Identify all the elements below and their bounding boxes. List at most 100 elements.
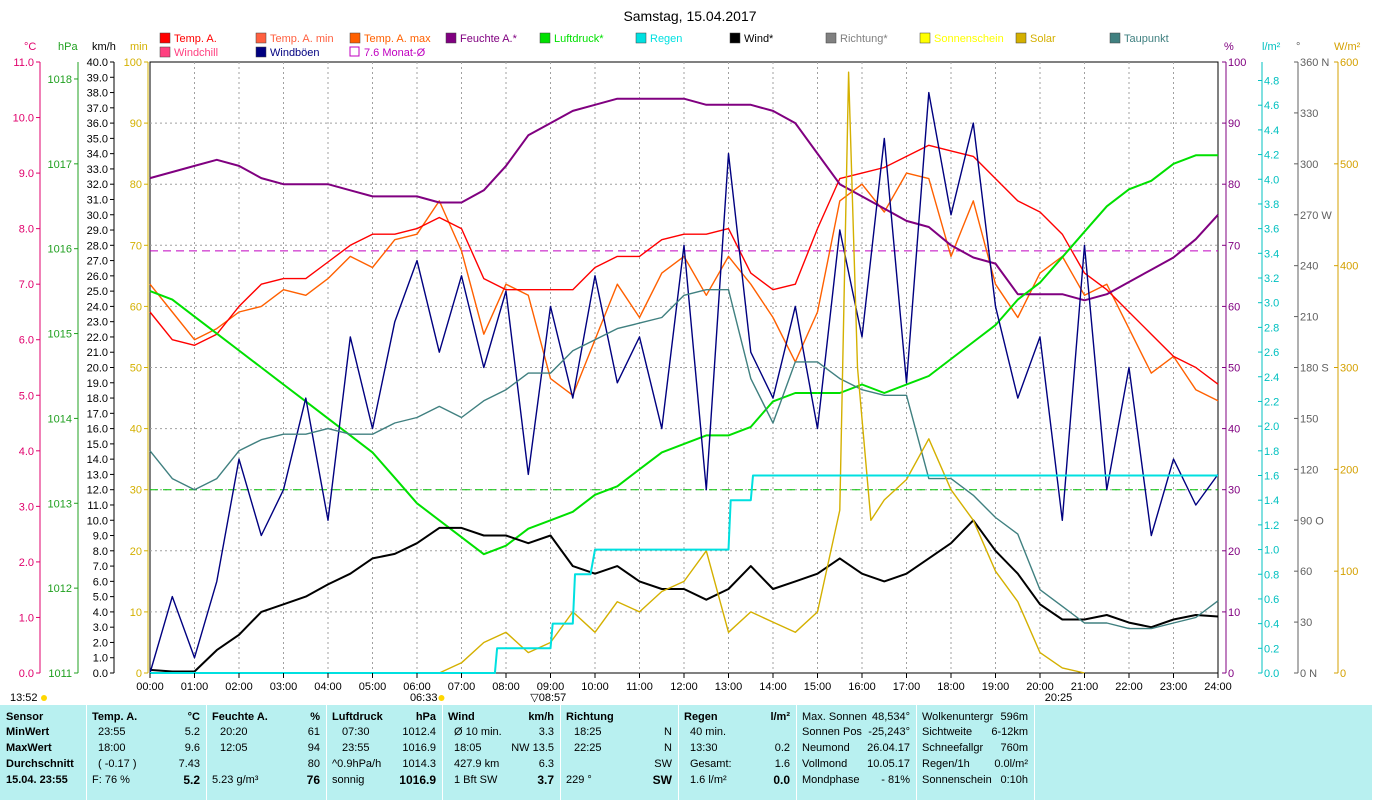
axis-tick-rain: 1.0	[1264, 545, 1279, 557]
series-line-luftdruck	[149, 154, 1218, 556]
axis-tick-temp: 1.0	[19, 612, 34, 624]
moonphase-value: - 81%	[881, 774, 910, 786]
direction-max-time: 22:25	[574, 742, 602, 754]
stats-pressure-col: Luftdruck hPa 07:30 1012.4 23:55 1016.9 ^0.…	[326, 705, 443, 800]
axis-tick-temp: 8.0	[19, 224, 34, 236]
axis-tick-wind: 35.0	[87, 133, 108, 145]
axis-tick-min: 40	[130, 424, 142, 436]
legend-swatch	[919, 32, 931, 44]
axis-tick-wind: 40.0	[87, 57, 108, 69]
axis-tick-rain: 4.4	[1264, 125, 1279, 137]
legend-swatch	[635, 32, 647, 44]
stats-wind-col: Wind km/h Ø 10 min. 3.3 18:05 NW 13.5 427.9…	[442, 705, 561, 800]
cloudbase-label: Wolkenuntergr	[922, 711, 994, 723]
axis-tick-rain: 2.2	[1264, 396, 1279, 408]
sunshine-value: 0:10h	[1000, 774, 1028, 786]
data-series	[149, 71, 1219, 674]
wind-header: Wind	[448, 711, 475, 723]
axis-tick-min: 20	[130, 546, 142, 558]
axis-tick-wind: 5.0	[93, 592, 108, 604]
axis-tick-wind: 17.0	[87, 408, 108, 420]
axis-tick-min: 60	[130, 301, 142, 313]
humidity-max-time: 12:05	[220, 742, 248, 754]
axis-unit-dir: °	[1296, 41, 1300, 53]
axis-tick-wind: 6.0	[93, 576, 108, 588]
axis-tick-wind: 20.0	[87, 363, 108, 375]
pressure-avg-value: 1014.3	[402, 758, 436, 770]
axis-tick-rain: 4.6	[1264, 100, 1279, 112]
stats-rain-col: Regen l/m² 40 min. 13:30 0.2 Gesamt: 1.6 1.…	[678, 705, 797, 800]
x-tick-label: 00:00	[136, 681, 164, 693]
axis-tick-wind: 1.0	[93, 653, 108, 665]
marker-sunrise-time: 06:33	[410, 692, 438, 704]
direction-min-time: 18:25	[574, 726, 602, 738]
humidity-min-time: 20:20	[220, 726, 248, 738]
axis-tick-min: 70	[130, 240, 142, 252]
legend-swatch	[445, 32, 457, 44]
humidity-min-value: 61	[307, 726, 320, 738]
axis-tick-min: 0	[136, 668, 142, 680]
axis-tick-wind: 7.0	[93, 561, 108, 573]
temp-unit: °C	[187, 711, 200, 723]
legend-label: Temp. A. min	[270, 33, 334, 45]
series-line-solar	[439, 71, 1085, 674]
series-line-regen	[150, 474, 1218, 674]
rain1h-label: Regen/1h	[922, 758, 970, 770]
axis-tick-humidity: 0	[1228, 668, 1234, 680]
axis-tick-wind: 3.0	[93, 622, 108, 634]
rain-total-value: 1.6	[774, 758, 790, 770]
axis-tick-rain: 1.2	[1264, 520, 1279, 532]
axis-tick-temp: 5.0	[19, 390, 34, 402]
sensor-current-label: 15.04. 23:55	[6, 774, 68, 786]
axis-tick-wind: 2.0	[93, 637, 108, 649]
axis-tick-pressure: 1017	[48, 159, 72, 171]
axis-tick-wind: 25.0	[87, 286, 108, 298]
axis-tick-min: 30	[130, 485, 142, 497]
axis-tick-wind: 10.0	[87, 515, 108, 527]
axis-tick-wind: 0.0	[93, 668, 108, 680]
axis-tick-min: 90	[130, 118, 142, 130]
x-tick-label: 12:00	[670, 681, 698, 693]
axis-tick-rain: 2.6	[1264, 347, 1279, 359]
axis-tick-rain: 0.2	[1264, 643, 1279, 655]
axis-tick-wind: 9.0	[93, 531, 108, 543]
axis-tick-wind: 23.0	[87, 317, 108, 329]
sensor-min-label: MinWert	[6, 726, 50, 738]
moonphase-label: Mondphase	[802, 774, 860, 786]
temp-max-time: 18:00	[98, 742, 126, 754]
axis-tick-humidity: 70	[1228, 240, 1240, 252]
axis-tick-wind: 28.0	[87, 240, 108, 252]
x-tick-label: 01:00	[181, 681, 209, 693]
pressure-trend: ^0.9hPa/h	[332, 758, 382, 770]
stats-sun-col: Max. Sonnen 48,534° Sonnen Pos -25,243° Ne…	[796, 705, 917, 800]
temp-min-time: 23:55	[98, 726, 126, 738]
wind-avg-value: 6.3	[538, 758, 554, 770]
axis-tick-dir: 30	[1300, 617, 1312, 629]
axis-tick-dir: 90 O	[1300, 515, 1324, 527]
x-tick-label: 21:00	[1071, 681, 1099, 693]
legend-label: Windchill	[174, 47, 218, 59]
temp-avg-note: ( -0.17 )	[98, 758, 137, 770]
axis-tick-pressure: 1013	[48, 498, 72, 510]
axis-tick-solar: 200	[1340, 464, 1358, 476]
x-tick-label: 17:00	[893, 681, 921, 693]
legend-label: Sonnenschein	[934, 33, 1004, 45]
stats-cloud-col: Wolkenuntergr 596m Sichtweite 6-12km Schne…	[916, 705, 1035, 800]
rain1h-value: 0.0l/m²	[994, 758, 1028, 770]
x-tick-label: 06:00	[403, 681, 431, 693]
legend: Temp. A. Temp. A. min Temp. A. max Feuchte …	[159, 32, 1169, 59]
axis-tick-rain: 4.2	[1264, 150, 1279, 162]
x-tick-label: 24:00	[1204, 681, 1232, 693]
axis-tick-wind: 31.0	[87, 194, 108, 206]
axis-tick-temp: 3.0	[19, 501, 34, 513]
legend-label: Feuchte A.*	[460, 33, 518, 45]
axis-tick-dir: 300	[1300, 159, 1318, 171]
rain-total-label: Gesamt:	[690, 758, 732, 770]
axis-tick-rain: 1.8	[1264, 446, 1279, 458]
legend-swatch	[825, 32, 837, 44]
axis-tick-wind: 13.0	[87, 469, 108, 481]
x-tick-label: 23:00	[1160, 681, 1188, 693]
pressure-max-time: 23:55	[342, 742, 370, 754]
stats-temp-col: Temp. A. °C 23:55 5.2 18:00 9.6 ( -0.17 ) 7.…	[86, 705, 207, 800]
axis-tick-rain: 1.4	[1264, 495, 1279, 507]
